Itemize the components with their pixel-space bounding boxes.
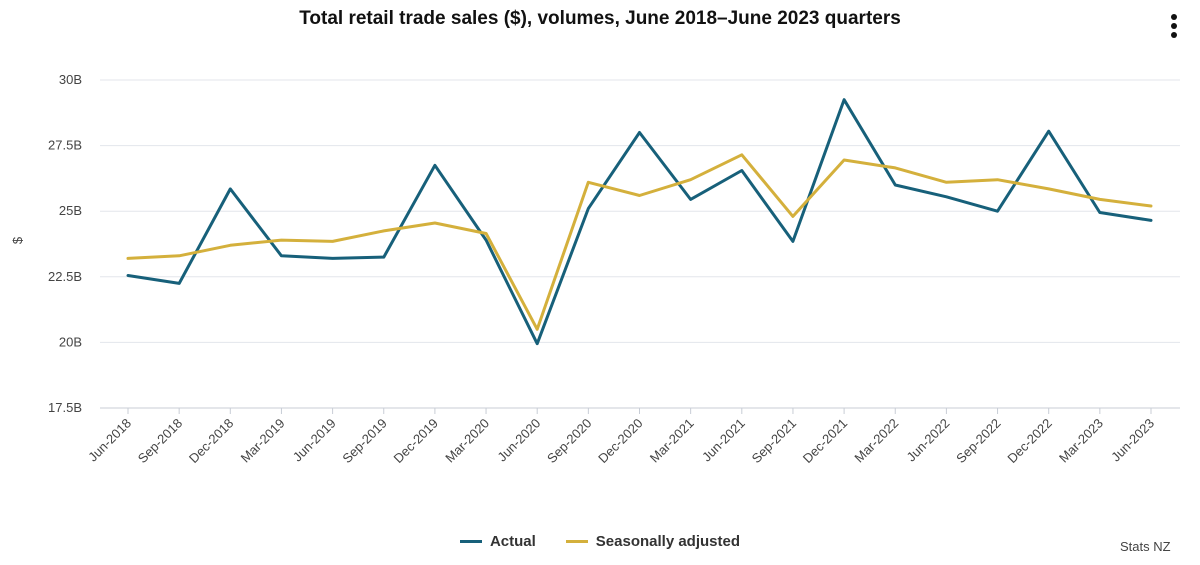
y-tick-label: 20B [59, 334, 82, 349]
source-credit: Stats NZ [1120, 539, 1171, 554]
y-tick-label: 22.5B [48, 269, 82, 284]
x-tick-label: Jun-2019 [290, 416, 339, 465]
x-tick-label: Jun-2023 [1108, 416, 1157, 465]
x-tick-label: Sep-2018 [135, 416, 185, 466]
x-tick-label: Dec-2021 [800, 416, 850, 466]
x-tick-label: Jun-2020 [494, 416, 543, 465]
y-tick-label: 27.5B [48, 138, 82, 153]
x-tick-label: Jun-2021 [699, 416, 748, 465]
legend-label-actual: Actual [489, 533, 536, 550]
legend-item-seasonally-adjusted[interactable]: Seasonally adjusted [565, 533, 741, 550]
chart-title: Total retail trade sales ($), volumes, J… [299, 8, 901, 29]
x-tick-label: Dec-2022 [1004, 416, 1054, 466]
x-tick-label: Mar-2019 [238, 416, 288, 466]
x-tick-label: Jun-2022 [904, 416, 953, 465]
legend-swatch-actual [459, 540, 482, 543]
legend-swatch-seasonally-adjusted [565, 540, 588, 543]
legend-item-actual[interactable]: Actual [459, 533, 536, 550]
x-tick-label: Dec-2020 [595, 416, 645, 466]
legend-label-seasonally-adjusted: Seasonally adjusted [595, 533, 741, 550]
y-tick-label: 25B [59, 203, 82, 218]
x-tick-label: Mar-2022 [851, 416, 901, 466]
x-tick-label: Dec-2019 [391, 416, 441, 466]
x-tick-label: Sep-2020 [544, 416, 594, 466]
line-chart: 17.5B 20B 22.5B 25B 27.5B 30B Jun-2018 Sep-2018… [48, 72, 1180, 466]
x-tick-label: Sep-2019 [339, 416, 389, 466]
x-tick-label: Sep-2022 [953, 416, 1003, 466]
series-line-seasonally-adjusted [126, 153, 1153, 331]
x-tick-label: Mar-2021 [647, 416, 697, 466]
x-tick-label: Mar-2020 [442, 416, 492, 466]
x-tick-label: Sep-2021 [749, 416, 799, 466]
legend: Actual Seasonally adjusted [0, 533, 1200, 550]
x-tick-label: Jun-2018 [85, 416, 134, 465]
vertical-ellipsis-icon[interactable] [1167, 14, 1181, 40]
x-tick-label: Mar-2023 [1056, 416, 1106, 466]
y-tick-label: 17.5B [48, 400, 82, 415]
x-tick-label: Dec-2018 [186, 416, 236, 466]
series-line-actual [126, 98, 1153, 346]
y-tick-label: 30B [59, 72, 82, 87]
